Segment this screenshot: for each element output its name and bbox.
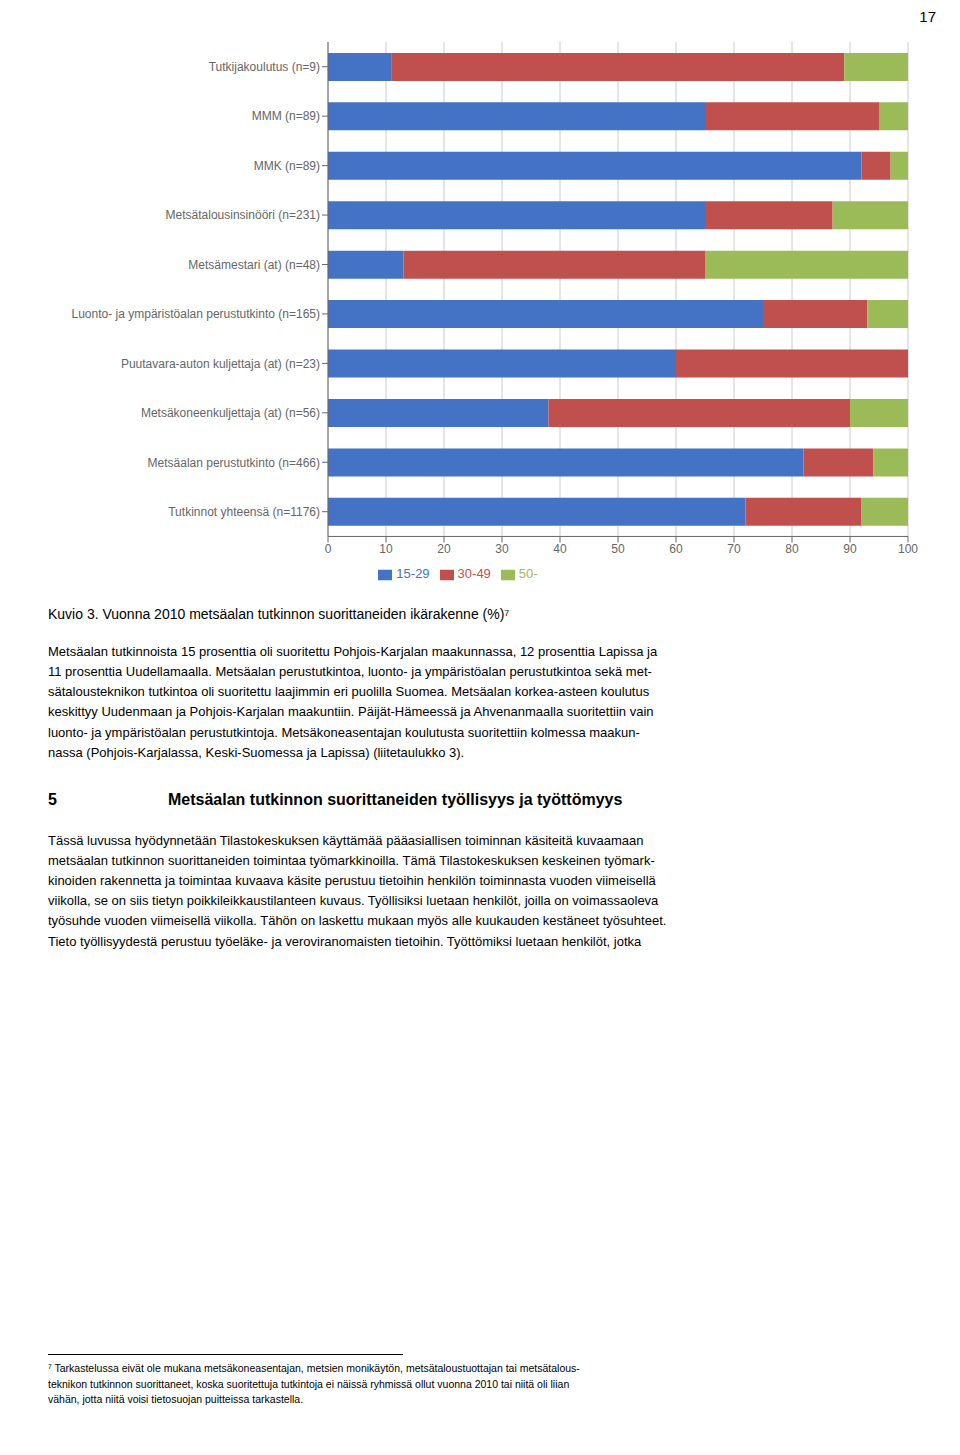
svg-text:Metsäkoneenkuljettaja (at) (n=: Metsäkoneenkuljettaja (at) (n=56) [141, 406, 320, 420]
html-text:Tässä luvussa hyödynnetään Til: Tässä luvussa hyödynnetään Tilastokeskuk… [48, 832, 667, 949]
svg-text:80: 80 [785, 542, 799, 556]
html-text:Metsäalan tutkinnoista 15 pros: Metsäalan tutkinnoista 15 prosenttia oli… [48, 644, 658, 760]
svg-text:40: 40 [553, 542, 567, 556]
svg-text:Metsämestari (at) (n=48): Metsämestari (at) (n=48) [188, 258, 320, 272]
html-text:5: 5 [48, 790, 57, 808]
html-text:Kuvio 3. Vuonna 2010 metsäalan: Kuvio 3. Vuonna 2010 metsäalan tutkinnon… [48, 606, 510, 622]
svg-text:10: 10 [379, 542, 393, 556]
svg-text:Metsäalan perustutkinto (n=466: Metsäalan perustutkinto (n=466) [148, 456, 320, 470]
svg-text:90: 90 [843, 542, 857, 556]
svg-text:20: 20 [437, 542, 451, 556]
svg-text:70: 70 [727, 542, 741, 556]
svg-text:60: 60 [669, 542, 683, 556]
svg-text:Luonto- ja ympäristöalan perus: Luonto- ja ympäristöalan perustutkinto (… [72, 307, 320, 321]
html-text:17: 17 [919, 8, 936, 25]
svg-text:50: 50 [611, 542, 625, 556]
html-text:15-29: 15-29 [396, 566, 430, 582]
svg-text:Metsätalousinsinööri (n=231): Metsätalousinsinööri (n=231) [166, 208, 320, 222]
html-text:30-49: 30-49 [457, 566, 491, 582]
html-text:Metsäalan tutkinnon suorittane: Metsäalan tutkinnon suorittaneiden työll… [168, 790, 623, 808]
svg-text:MMM (n=89): MMM (n=89) [252, 109, 320, 123]
html-text:⁷ Tarkastelussa eivät ole muka: ⁷ Tarkastelussa eivät ole mukana metsäko… [48, 1362, 580, 1405]
svg-text:MMK (n=89): MMK (n=89) [254, 159, 320, 173]
html-text:50-: 50- [518, 566, 538, 582]
svg-text:Tutkijakoulutus (n=9): Tutkijakoulutus (n=9) [209, 60, 320, 74]
svg-text:30: 30 [495, 542, 509, 556]
svg-text:Tutkinnot yhteensä (n=1176): Tutkinnot yhteensä (n=1176) [168, 505, 320, 519]
svg-text:0: 0 [325, 542, 332, 556]
svg-text:Puutavara-auton kuljettaja (at: Puutavara-auton kuljettaja (at) (n=23) [121, 357, 320, 371]
svg-text:100: 100 [898, 542, 918, 556]
